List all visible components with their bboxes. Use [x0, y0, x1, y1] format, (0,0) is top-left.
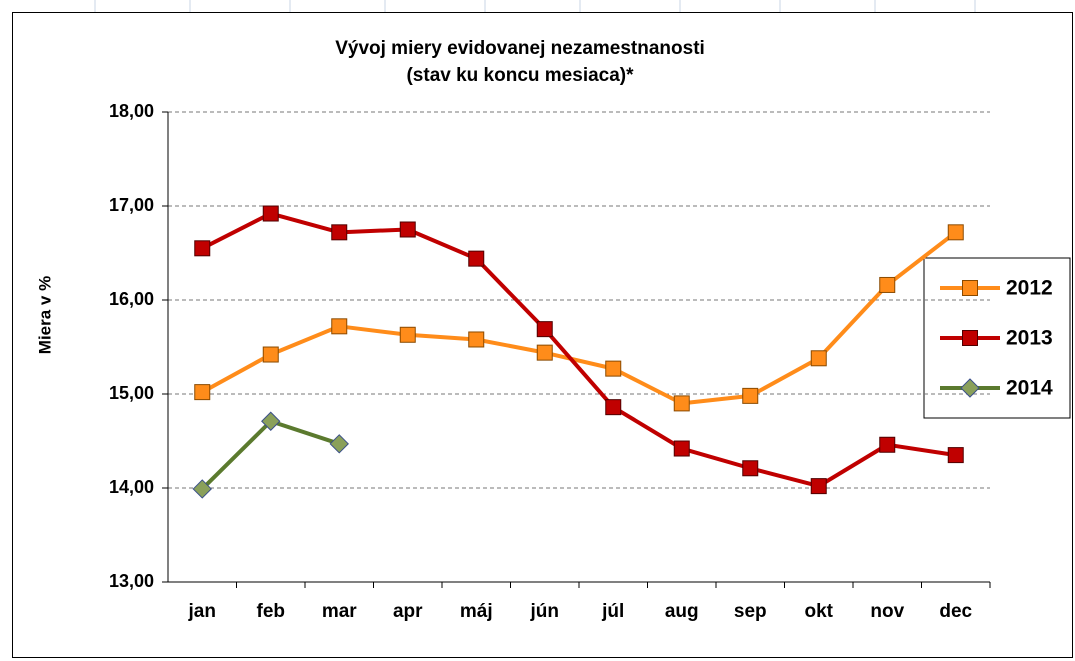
y-tick-label: 14,00 — [109, 477, 154, 497]
y-tick-label: 16,00 — [109, 289, 154, 309]
data-point — [262, 346, 279, 363]
chart-subtitle: (stav ku koncu mesiaca)* — [406, 65, 634, 86]
data-point — [947, 224, 964, 241]
x-tick-label: júl — [601, 601, 624, 622]
x-tick-label: dec — [939, 601, 972, 622]
data-point — [468, 250, 485, 267]
x-tick-label: jan — [188, 601, 216, 622]
data-point — [879, 276, 896, 293]
data-point — [194, 384, 211, 401]
data-point — [879, 436, 896, 453]
data-point — [261, 411, 281, 431]
x-tick-label: jún — [530, 601, 560, 622]
data-point — [194, 240, 211, 257]
data-point — [742, 460, 759, 477]
y-tick-label: 18,00 — [109, 101, 154, 121]
chart-title: Vývoj miery evidovanej nezamestnanosti — [335, 38, 705, 59]
data-point — [605, 360, 622, 377]
data-point — [331, 318, 348, 335]
data-point — [742, 387, 759, 404]
series-line — [201, 211, 957, 489]
data-point — [331, 224, 348, 241]
data-point — [536, 321, 553, 338]
x-tick-label: feb — [257, 601, 286, 622]
data-point — [810, 478, 827, 495]
legend-label: 2014 — [1006, 377, 1053, 400]
y-axis-label: Miera v % — [35, 276, 54, 354]
y-tick-label: 15,00 — [109, 383, 154, 403]
sheet-grid — [94, 0, 976, 12]
data-point — [673, 395, 690, 412]
data-point — [192, 479, 212, 499]
x-tick-label: máj — [460, 601, 493, 622]
legend-marker — [960, 378, 980, 398]
legend-label: 2013 — [1006, 327, 1053, 350]
data-point — [329, 434, 349, 454]
data-point — [399, 326, 416, 343]
data-point — [810, 350, 827, 367]
legend-marker — [962, 330, 978, 346]
y-tick-label: 13,00 — [109, 571, 154, 591]
data-point — [947, 447, 964, 464]
data-point — [673, 440, 690, 457]
x-tick-label: okt — [805, 601, 834, 622]
x-tick-label: apr — [393, 601, 423, 622]
data-point — [536, 344, 553, 361]
data-point — [468, 331, 485, 348]
series-line — [201, 230, 957, 406]
x-tick-label: mar — [322, 601, 357, 622]
data-point — [605, 399, 622, 416]
data-point — [399, 221, 416, 238]
data-point — [262, 205, 279, 222]
x-tick-label: aug — [665, 601, 699, 622]
x-tick-label: nov — [870, 601, 904, 622]
y-tick-label: 17,00 — [109, 195, 154, 215]
legend-label: 2012 — [1006, 277, 1053, 300]
x-tick-label: sep — [734, 601, 767, 622]
legend-marker — [962, 280, 978, 296]
